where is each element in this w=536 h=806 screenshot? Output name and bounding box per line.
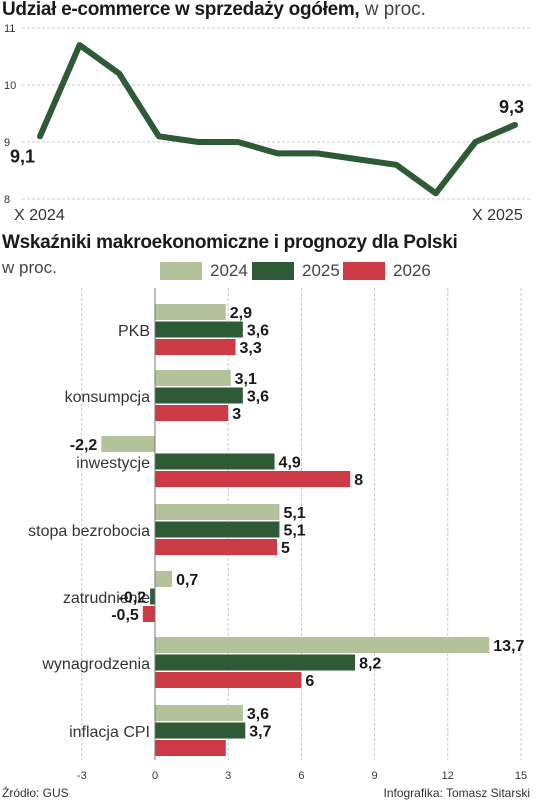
- credit-note: Infografika: Tomasz Sitarski: [383, 786, 530, 800]
- bar-2025: [155, 521, 280, 538]
- bar-value-label: 5,1: [283, 523, 305, 540]
- bar-category-label: inwestycje: [76, 455, 150, 472]
- line-y-tick-label: 8: [4, 194, 10, 206]
- bar-2024: [155, 370, 231, 386]
- bar-value-label: 8,2: [359, 656, 381, 673]
- bar-value-label: 3,3: [240, 340, 262, 357]
- bar-2024: [155, 705, 243, 721]
- bar-x-tick-label: -3: [77, 770, 87, 782]
- bar-x-tick-label: 6: [298, 770, 304, 782]
- bar-2026: [142, 606, 155, 622]
- bar-x-tick-label: 3: [225, 770, 231, 782]
- bar-2024: [101, 436, 155, 452]
- bar-2024: [155, 571, 173, 587]
- line-y-tick-label: 11: [4, 23, 15, 35]
- chart-title-macro: Wskaźniki makroekonomiczne i prognozy dl…: [2, 232, 458, 253]
- bar-2025: [155, 722, 246, 739]
- chart-unit-label: w proc.: [2, 258, 57, 277]
- bar-x-tick-label: 12: [442, 770, 454, 782]
- bar-category-label: wynagrodzenia: [41, 656, 150, 673]
- bar-2026: [155, 539, 277, 555]
- bar-2025: [155, 321, 243, 338]
- bar-value-label: 3,7: [249, 724, 271, 741]
- bar-value-label: 3,6: [247, 706, 269, 723]
- bar-value-label: 3: [232, 406, 241, 423]
- legend-label-2026: 2026: [393, 261, 431, 280]
- line-point-label: 9,1: [10, 146, 35, 166]
- legend-item-2025: 2025: [252, 261, 340, 281]
- bar-value-label: 5: [281, 540, 290, 557]
- bar-2024: [155, 504, 280, 520]
- source-note: Źródło: GUS: [2, 786, 69, 800]
- bar-value-label: -0,2: [119, 590, 147, 607]
- bar-2026: [155, 471, 351, 487]
- chart-title-unit: w proc.: [364, 0, 426, 20]
- bar-value-label: 3,1: [235, 371, 257, 388]
- bar-value-label: 13,7: [493, 638, 524, 655]
- line-y-tick-label: 10: [4, 80, 16, 92]
- bar-value-label: 0,7: [176, 572, 198, 589]
- bar-category-label: zatrudnienie: [63, 590, 150, 607]
- line-series-ecommerce: [37, 42, 518, 197]
- line-x-tick-label: X 2024: [14, 207, 65, 224]
- bar-value-label: 4,9: [279, 455, 301, 472]
- bar-value-label: 5,1: [283, 505, 305, 522]
- line-x-tick-label: X 2025: [472, 207, 523, 224]
- bar-2026: [155, 405, 229, 421]
- bar-value-label: 3,6: [247, 323, 269, 340]
- bar-value-label: -0,5: [111, 607, 139, 624]
- legend-item-2024: 2024: [160, 261, 248, 281]
- legend-item-2026: 2026: [343, 261, 431, 281]
- bar-2026: [155, 672, 302, 688]
- bar-2024: [155, 637, 490, 653]
- line-point-label: 9,3: [499, 97, 524, 117]
- bar-2025: [155, 654, 356, 671]
- bar-value-label: -2,2: [70, 437, 98, 454]
- bar-2026: [155, 339, 236, 355]
- legend-label-2025: 2025: [302, 261, 340, 280]
- bar-value-label: 2,9: [230, 305, 252, 322]
- bar-x-tick-label: 9: [372, 770, 378, 782]
- line-y-tick-label: 9: [4, 137, 10, 149]
- bar-category-label: inflacja CPI: [69, 724, 150, 741]
- bar-x-tick-label: 0: [152, 770, 158, 782]
- bar-2024: [155, 304, 226, 320]
- legend-swatch-2026: [343, 262, 385, 280]
- bar-2025: [155, 387, 243, 404]
- bar-value-label: 6: [305, 673, 314, 690]
- bar-x-tick-label: 15: [515, 770, 527, 782]
- chart-title-ecommerce: Udział e-commerce w sprzedaży ogółem, w …: [2, 0, 426, 21]
- bar-category-label: konsumpcja: [65, 389, 150, 406]
- legend-label-2024: 2024: [210, 261, 248, 280]
- chart-title-bold: Udział e-commerce w sprzedaży ogółem,: [2, 0, 360, 20]
- bar-2025: [155, 453, 275, 470]
- bar-category-label: PKB: [118, 323, 150, 340]
- bar-2025: [150, 588, 155, 605]
- legend-swatch-2025: [252, 262, 294, 280]
- bar-2026: [155, 740, 226, 756]
- bar-category-label: stopa bezrobocia: [28, 523, 150, 540]
- bar-value-label: 3,6: [247, 389, 269, 406]
- legend-swatch-2024: [160, 262, 202, 280]
- bar-value-label: 8: [354, 472, 363, 489]
